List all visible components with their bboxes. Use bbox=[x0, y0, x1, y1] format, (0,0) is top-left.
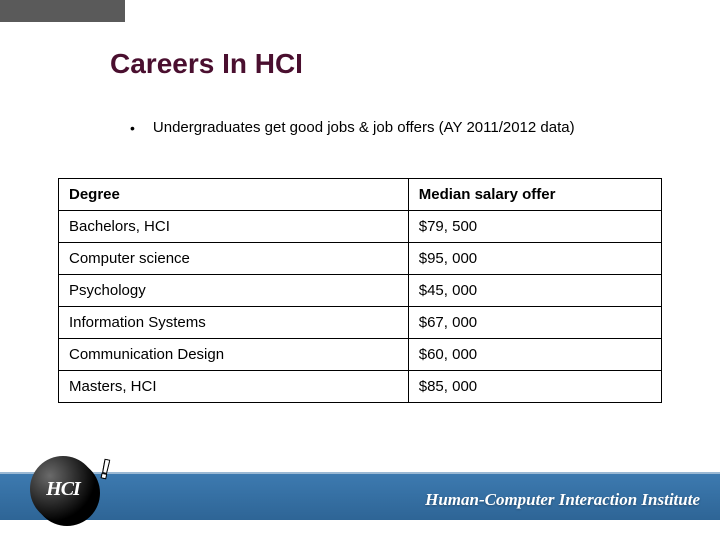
table-row: Communication Design $60, 000 bbox=[59, 339, 662, 371]
cell-degree: Information Systems bbox=[59, 307, 409, 339]
cell-salary: $85, 000 bbox=[408, 371, 661, 403]
table-row: Information Systems $67, 000 bbox=[59, 307, 662, 339]
bullet-row: • Undergraduates get good jobs & job off… bbox=[130, 118, 630, 138]
cell-degree: Communication Design bbox=[59, 339, 409, 371]
cell-salary: $60, 000 bbox=[408, 339, 661, 371]
cell-salary: $45, 000 bbox=[408, 275, 661, 307]
bullet-text: Undergraduates get good jobs & job offer… bbox=[153, 118, 575, 138]
top-accent-bar bbox=[0, 0, 125, 22]
cell-salary: $95, 000 bbox=[408, 243, 661, 275]
slide-title: Careers In HCI bbox=[110, 48, 303, 80]
col-header-salary: Median salary offer bbox=[408, 179, 661, 211]
cell-degree: Psychology bbox=[59, 275, 409, 307]
table-row: Computer science $95, 000 bbox=[59, 243, 662, 275]
hci-logo: HCI ! bbox=[30, 456, 108, 534]
logo-text: HCI bbox=[46, 478, 80, 501]
cell-degree: Computer science bbox=[59, 243, 409, 275]
table-row: Bachelors, HCI $79, 500 bbox=[59, 211, 662, 243]
bullet-marker: • bbox=[130, 118, 135, 138]
cell-salary: $67, 000 bbox=[408, 307, 661, 339]
footer-institute: Human-Computer Interaction Institute bbox=[425, 490, 700, 510]
table-header-row: Degree Median salary offer bbox=[59, 179, 662, 211]
table-row: Psychology $45, 000 bbox=[59, 275, 662, 307]
cell-degree: Bachelors, HCI bbox=[59, 211, 409, 243]
footer-bar: Human-Computer Interaction Institute bbox=[0, 472, 720, 520]
cell-degree: Masters, HCI bbox=[59, 371, 409, 403]
table-row: Masters, HCI $85, 000 bbox=[59, 371, 662, 403]
cell-salary: $79, 500 bbox=[408, 211, 661, 243]
logo-circle: HCI bbox=[30, 456, 96, 522]
col-header-degree: Degree bbox=[59, 179, 409, 211]
salary-table: Degree Median salary offer Bachelors, HC… bbox=[58, 178, 662, 403]
